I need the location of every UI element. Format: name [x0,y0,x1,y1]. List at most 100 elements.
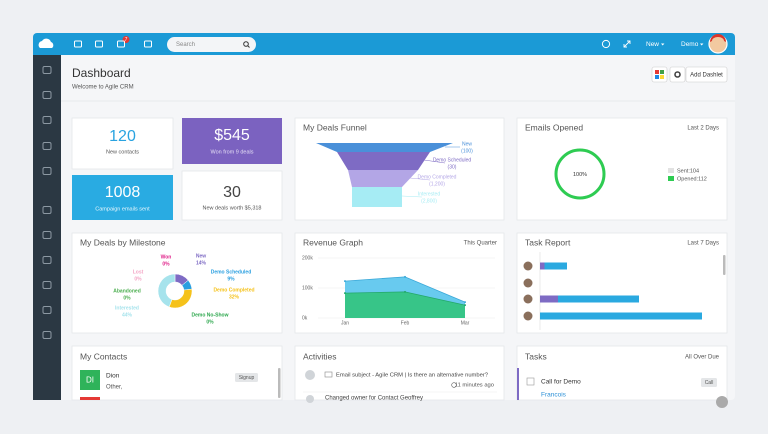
contact-avatar [80,397,100,400]
nav-icon[interactable] [42,116,52,124]
toolbar-icon[interactable] [74,40,82,48]
nav-icon[interactable] [42,331,52,339]
user-avatar [523,311,533,321]
donut-value: 44% [122,312,133,318]
user-avatar [523,294,533,304]
scrollbar[interactable] [278,368,281,398]
leader-line [423,159,446,164]
activity-avatar [305,370,315,380]
user-menu[interactable]: Demo [681,41,699,48]
activities-panel [294,345,505,401]
panel-period: All Over Due [685,355,720,361]
stat-label: Won from 9 deals [210,149,253,155]
task-type: Call [705,380,714,386]
app-icon-button[interactable] [651,66,668,83]
activity-text: Email subject - Agile CRM | Is there an … [336,373,489,379]
user-avatar [523,278,533,288]
help-icon[interactable] [601,39,611,49]
point [464,301,466,304]
donut-label: Interested [115,305,139,311]
stat-tile [181,170,283,221]
settings-button[interactable] [669,66,686,83]
search-placeholder: Search [176,42,195,48]
avatar-hair [710,34,726,42]
stat-label: Campaign emails sent [95,206,150,212]
y-tick-label: 200k [302,255,313,261]
new-menu[interactable]: New [646,41,659,48]
nav-icon[interactable] [42,206,52,214]
panel-title: Tasks [525,351,547,361]
activity-text: Changed owner for Contact Geoffrey [325,396,423,402]
stat-value: 120 [109,128,136,145]
sidebar [33,55,61,400]
stat-value: 30 [223,184,241,201]
donut-value: 14% [196,260,207,266]
page-subtitle: Welcome to Agile CRM [72,85,134,91]
panel-title: My Deals Funnel [303,122,367,132]
contact-tag-label: Signup [239,375,255,381]
activity-avatar [306,395,314,403]
donut-label: Demo Scheduled [211,269,252,275]
add-dashlet-button[interactable] [685,66,728,83]
nav-icon[interactable] [42,66,52,74]
icon-part [660,70,664,74]
milestone-panel [71,232,283,334]
page-title: Dashboard [72,66,131,80]
point [404,275,406,278]
x-tick-label: Feb [401,320,410,326]
stat-tile [182,118,282,164]
stat-value: $545 [214,127,250,144]
funnel-value: (30) [448,164,457,170]
donut-label: Demo No-Show [192,312,229,318]
nav-icon[interactable] [42,167,52,175]
scrollbar[interactable] [723,255,726,275]
panel-period: This Quarter [464,241,497,247]
search-icon[interactable] [243,41,249,47]
legend-label: Sent:104 [677,168,699,174]
add-dashlet-label: Add Dashlet [690,72,723,78]
donut-label: Demo Completed [213,287,254,293]
expand-icon[interactable] [623,40,631,48]
point [404,290,406,293]
task-name[interactable]: Call for Demo [541,379,581,386]
notification-count: 7 [125,37,128,43]
nav-icon[interactable] [42,281,52,289]
panel-title: Revenue Graph [303,237,363,247]
funnel-value: (2,800) [421,198,437,204]
contact-name[interactable]: Dion [106,373,120,380]
nav-icon[interactable] [42,142,52,150]
nav-icon[interactable] [42,231,52,239]
nav-icon[interactable] [42,306,52,314]
activity-time: 11 minutes ago [455,383,494,389]
funnel-stage [352,187,402,207]
nav-icon[interactable] [42,91,52,99]
task-bar [544,262,567,270]
donut-label: Lost [133,269,144,275]
logo[interactable] [38,38,54,48]
priority-strip [517,368,519,400]
funnel-stage [316,143,453,152]
search-icon [247,45,250,48]
tasks-panel [516,345,728,401]
clock-icon [451,382,457,388]
search-box[interactable] [167,37,256,52]
funnel-label: Demo Completed [418,174,457,180]
email-icon [324,371,333,378]
task-contact[interactable]: Francois [541,392,567,399]
toolbar-icon[interactable] [95,40,103,48]
contact-avatar [80,370,100,390]
task-checkbox[interactable] [526,377,535,386]
donut-value: 32% [229,294,240,300]
legend-swatch [668,176,674,181]
donut-label: Won [161,254,172,260]
legend-label: Opened:112 [677,176,707,182]
panel-period: Last 2 Days [687,126,719,132]
nav-icon[interactable] [42,256,52,264]
task-bar [540,295,558,303]
stat-label: New contacts [106,149,139,155]
stat-tile [71,117,174,170]
toolbar-icon[interactable] [117,40,125,48]
toolbar-icon[interactable] [144,40,152,48]
area [345,291,465,318]
